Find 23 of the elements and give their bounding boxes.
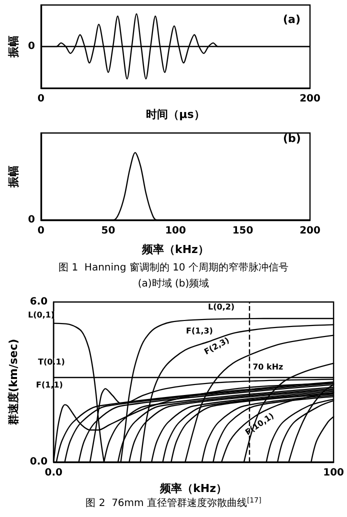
text: (b) xyxy=(283,132,301,145)
x-tick-label: 100 xyxy=(323,468,344,478)
text: 0 xyxy=(28,214,36,226)
x-tick-label: 100 xyxy=(165,226,186,236)
x-tick-label: 200 xyxy=(300,94,320,105)
x-axis-title: 时间（μs） xyxy=(146,108,205,121)
ref-line-label: 70 kHz xyxy=(252,362,284,372)
x-tick-label: 200 xyxy=(300,226,320,236)
x-axis-title: 频率（kHz） xyxy=(159,482,228,495)
caption: 图 1 Hanning 窗调制的 10 个周期的窄带脉冲信号 xyxy=(58,262,288,274)
annotation: F(1,3) xyxy=(186,326,213,336)
y-axis-title: 振幅 xyxy=(7,166,20,188)
x-tick-label: 150 xyxy=(232,226,254,236)
text: 0 xyxy=(28,41,36,52)
text: (a)时域 (b)频域 xyxy=(138,278,210,290)
y-axis-title: 群速度(km/sec) xyxy=(7,338,20,426)
x-tick-label: 50 xyxy=(101,226,116,236)
annotation: (a) xyxy=(283,13,300,26)
x-axis-title: 频率（kHz） xyxy=(141,243,209,256)
y-axis-title: 振幅 xyxy=(7,36,20,59)
y-tick-label: 6.0 xyxy=(30,296,48,308)
x-tick-label: 0 xyxy=(38,226,45,236)
annotation: L(0,2) xyxy=(208,302,235,312)
